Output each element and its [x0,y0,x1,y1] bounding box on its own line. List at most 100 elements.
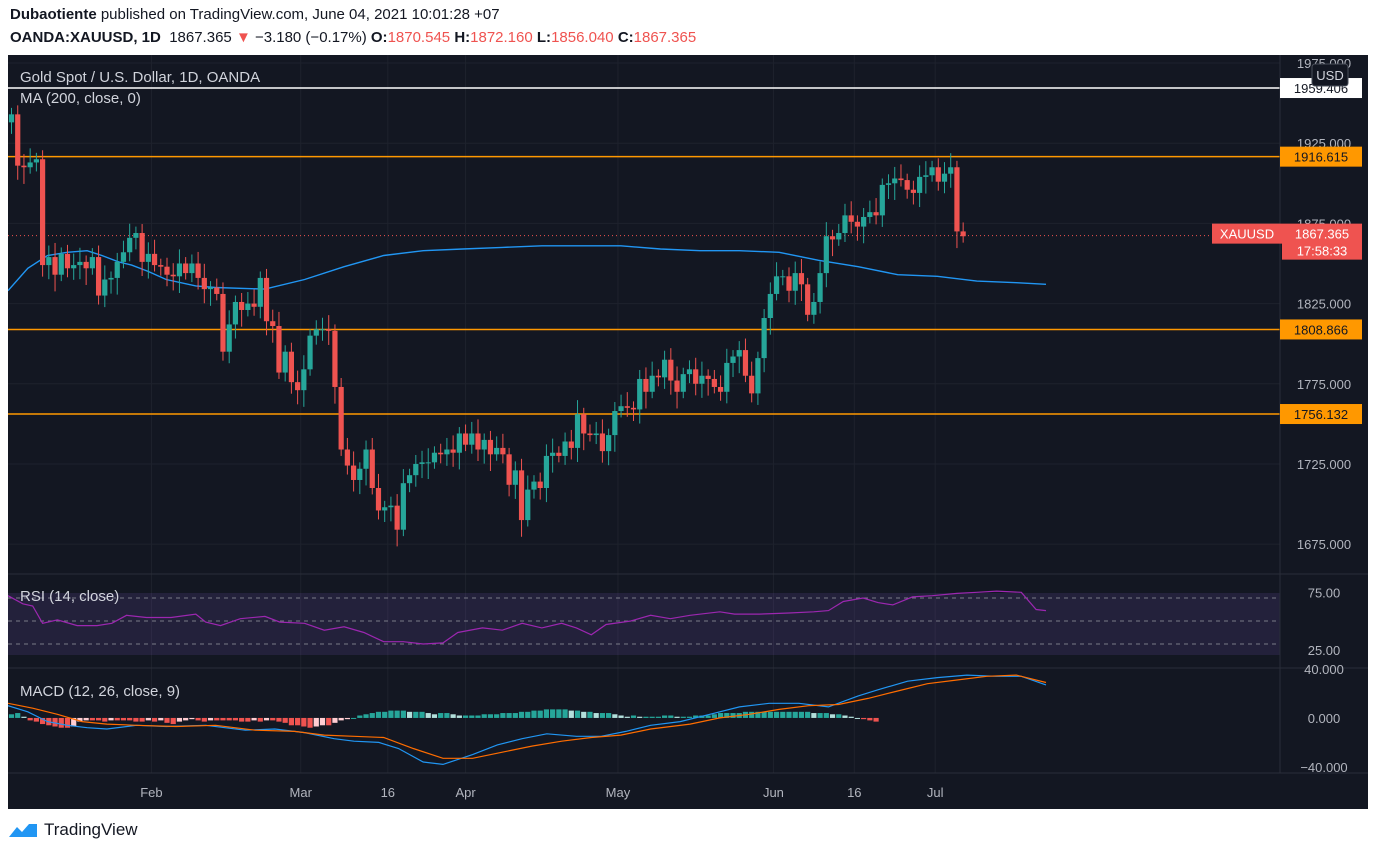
candle[interactable] [512,461,518,499]
candle[interactable] [201,263,207,304]
author-name[interactable]: Dubaotiente [10,6,97,23]
ma200-line[interactable] [7,245,1047,292]
candle[interactable] [64,244,71,278]
candle[interactable] [761,309,767,373]
candle[interactable] [829,229,836,257]
candle[interactable] [394,494,400,547]
candle[interactable] [885,174,892,200]
candle[interactable] [83,255,89,285]
candle[interactable] [929,160,935,182]
candle[interactable] [369,437,375,495]
candle[interactable] [643,367,649,409]
candle[interactable] [170,263,176,291]
candle[interactable] [183,257,189,280]
candle[interactable] [27,148,33,174]
candle[interactable] [792,261,798,305]
candle[interactable] [52,242,58,292]
candle[interactable] [95,245,102,305]
brand-name[interactable]: TradingView [44,820,138,839]
candle[interactable] [904,173,910,199]
candle[interactable] [630,401,637,421]
candle[interactable] [711,369,717,394]
candle[interactable] [425,448,431,480]
candle[interactable] [543,444,550,503]
candle[interactable] [270,309,276,343]
candle[interactable] [263,268,270,336]
candle[interactable] [214,278,220,301]
candle[interactable] [861,207,867,244]
candle[interactable] [836,224,842,246]
candle[interactable] [487,430,494,472]
candle[interactable] [662,350,668,389]
candle[interactable] [363,440,369,486]
candle[interactable] [444,437,450,466]
candle[interactable] [923,161,929,194]
candle[interactable] [537,472,543,500]
candle[interactable] [693,357,699,396]
candle[interactable] [518,458,525,537]
candle[interactable] [431,446,438,469]
candle[interactable] [301,355,307,407]
candle[interactable] [338,377,344,456]
candle[interactable] [226,310,232,364]
candle[interactable] [954,160,960,249]
candle[interactable] [649,361,655,399]
macd-signal-line[interactable] [7,674,1047,759]
candle[interactable] [344,437,350,475]
candle[interactable] [786,267,792,303]
candle[interactable] [295,370,301,405]
candle[interactable] [879,178,885,227]
candle[interactable] [419,450,425,479]
candle[interactable] [33,152,39,172]
candle[interactable] [15,105,21,180]
candle[interactable] [717,375,724,401]
candle[interactable] [8,107,15,134]
candle[interactable] [574,400,581,463]
candle[interactable] [158,258,164,276]
candle[interactable] [413,454,419,487]
candle[interactable] [151,239,158,272]
candle[interactable] [674,366,680,409]
candle[interactable] [531,475,537,499]
candle[interactable] [798,258,805,302]
candle[interactable] [77,247,83,280]
candle[interactable] [456,427,462,470]
candle[interactable] [581,407,587,451]
candle[interactable] [668,348,674,395]
candle[interactable] [599,419,605,463]
candle[interactable] [145,242,151,279]
candle[interactable] [867,200,873,224]
candle[interactable] [469,421,475,454]
candle[interactable] [46,245,52,280]
candle[interactable] [898,164,904,187]
candle[interactable] [724,348,730,404]
candle[interactable] [21,154,27,184]
candle[interactable] [462,424,469,452]
candle[interactable] [556,446,562,463]
candle[interactable] [811,292,817,324]
candle[interactable] [935,158,941,191]
candle[interactable] [917,165,923,208]
candle[interactable] [326,315,332,345]
candle[interactable] [593,421,599,445]
candle[interactable] [755,351,761,405]
candle[interactable] [736,341,742,374]
candle[interactable] [195,251,201,290]
candle[interactable] [500,433,506,464]
candle[interactable] [313,320,319,345]
candle[interactable] [450,435,456,467]
candle[interactable] [680,367,686,399]
candle[interactable] [910,180,916,205]
candle[interactable] [164,257,170,287]
candle[interactable] [251,289,257,316]
candle[interactable] [332,324,338,404]
candle[interactable] [245,292,251,317]
candle[interactable] [108,271,114,294]
candle[interactable] [139,224,145,276]
candle[interactable] [525,475,531,527]
candle[interactable] [40,150,46,277]
candle[interactable] [842,203,848,242]
candle[interactable] [780,269,786,286]
candle[interactable] [568,429,574,460]
candle[interactable] [606,428,612,466]
